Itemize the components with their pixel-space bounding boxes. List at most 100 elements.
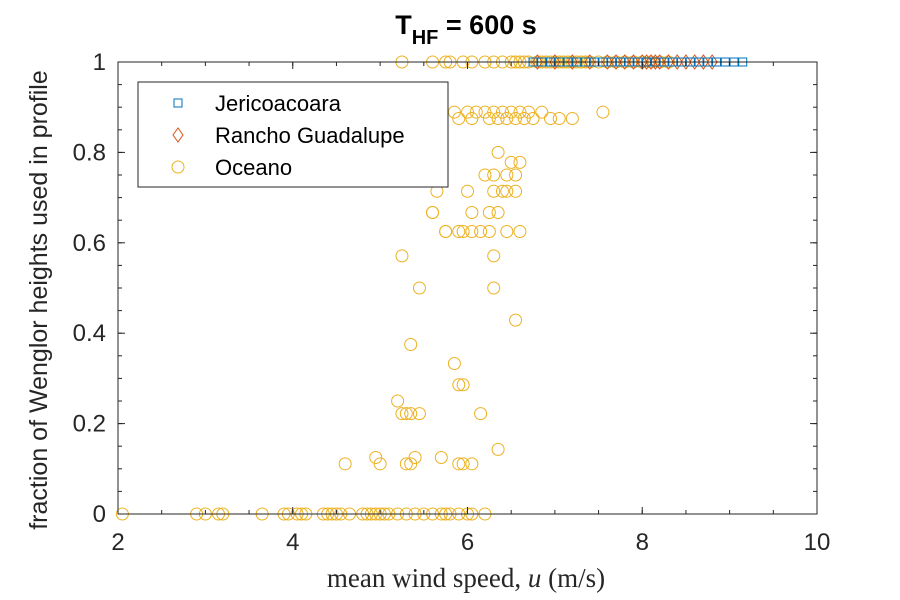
data-point xyxy=(500,112,514,125)
data-point xyxy=(500,225,514,238)
data-point xyxy=(491,112,505,125)
data-point xyxy=(487,281,501,295)
data-point xyxy=(439,225,453,238)
data-point xyxy=(456,457,470,471)
x-axis-label-prefix: mean wind speed, xyxy=(327,563,528,593)
data-point xyxy=(500,184,514,198)
data-point xyxy=(399,457,413,471)
data-point xyxy=(487,105,501,119)
data-point xyxy=(627,54,640,70)
data-point xyxy=(478,105,492,119)
data-point xyxy=(641,54,653,70)
x-tick-label: 8 xyxy=(636,529,649,556)
data-point xyxy=(456,225,470,238)
data-point xyxy=(509,313,523,327)
x-tick-label: 2 xyxy=(111,529,124,556)
data-point xyxy=(645,54,657,70)
y-tick-label: 1 xyxy=(93,49,106,76)
data-point xyxy=(706,54,718,70)
data-point xyxy=(465,206,479,220)
data-point xyxy=(495,184,509,198)
data-point xyxy=(482,206,496,220)
data-point xyxy=(452,457,466,471)
data-point xyxy=(482,225,496,238)
data-point xyxy=(495,105,509,119)
data-point xyxy=(610,54,622,70)
data-point xyxy=(504,155,518,169)
data-point xyxy=(452,112,466,125)
y-tick-label: 0.6 xyxy=(73,230,106,257)
legend-box xyxy=(137,81,449,188)
title-rest: = 600 s xyxy=(438,10,536,40)
x-tick-label: 10 xyxy=(804,529,831,556)
data-point xyxy=(391,394,405,408)
data-point xyxy=(565,112,579,125)
y-tick-label: 0.8 xyxy=(73,139,106,166)
y-axis-label: fraction of Wenglor heights used in prof… xyxy=(25,70,53,530)
data-point xyxy=(491,442,505,456)
data-point xyxy=(487,184,501,198)
data-point xyxy=(671,54,683,70)
data-point xyxy=(456,378,470,392)
data-point xyxy=(452,225,466,238)
legend-marker xyxy=(173,98,183,108)
data-point xyxy=(513,155,527,169)
title-main: T xyxy=(395,10,412,40)
data-point xyxy=(504,105,518,119)
data-point xyxy=(601,54,613,70)
data-point xyxy=(549,54,561,70)
data-point xyxy=(465,457,479,471)
axis-ticks: 2 4 6 8 10 0 0.2 0.4 0.6 0.8 1 xyxy=(73,49,831,556)
data-point xyxy=(369,451,383,464)
x-axis-label-var: u xyxy=(528,563,542,593)
series-rancho-guadalupe xyxy=(531,54,718,70)
data-point xyxy=(487,249,501,263)
chart-title: THF = 600 s xyxy=(395,10,537,49)
data-point xyxy=(412,281,426,295)
data-point xyxy=(517,112,531,125)
data-point xyxy=(465,112,479,125)
data-point xyxy=(461,184,474,198)
data-point xyxy=(697,54,710,70)
data-point xyxy=(596,105,610,119)
y-tick-label: 0 xyxy=(93,501,106,528)
data-point xyxy=(509,168,523,182)
data-point xyxy=(373,457,387,471)
legend: Jericoacoara Rancho Guadalupe Oceano xyxy=(137,81,449,188)
x-axis-label: mean wind speed, u (m/s) xyxy=(327,563,605,593)
data-point xyxy=(522,105,536,119)
data-point xyxy=(487,168,501,182)
data-point xyxy=(680,54,692,70)
legend-label: Rancho Guadalupe xyxy=(215,123,405,148)
data-point xyxy=(465,225,479,238)
data-point xyxy=(404,407,418,421)
data-point xyxy=(619,54,631,70)
data-point xyxy=(584,54,596,70)
legend-label: Oceano xyxy=(215,155,292,180)
data-point xyxy=(509,112,523,125)
data-point xyxy=(654,54,666,70)
data-point xyxy=(447,356,461,370)
data-point xyxy=(478,168,492,182)
data-point xyxy=(482,112,496,125)
legend-label: Jericoacoara xyxy=(215,91,342,116)
x-axis-label-suffix: (m/s) xyxy=(541,563,605,593)
data-point xyxy=(513,105,527,119)
data-point xyxy=(452,378,466,392)
y-tick-label: 0.4 xyxy=(73,320,106,347)
data-point xyxy=(500,168,514,182)
data-point xyxy=(513,225,527,238)
data-point xyxy=(526,112,540,125)
title-subscript: HF xyxy=(412,27,439,49)
data-point xyxy=(649,54,661,70)
data-point xyxy=(689,54,701,70)
data-point xyxy=(531,54,544,70)
data-point xyxy=(412,407,426,421)
data-point xyxy=(509,184,523,198)
data-point xyxy=(434,451,448,464)
data-point xyxy=(491,206,505,220)
data-point xyxy=(426,206,440,220)
data-point xyxy=(395,407,409,421)
data-point xyxy=(474,407,488,421)
